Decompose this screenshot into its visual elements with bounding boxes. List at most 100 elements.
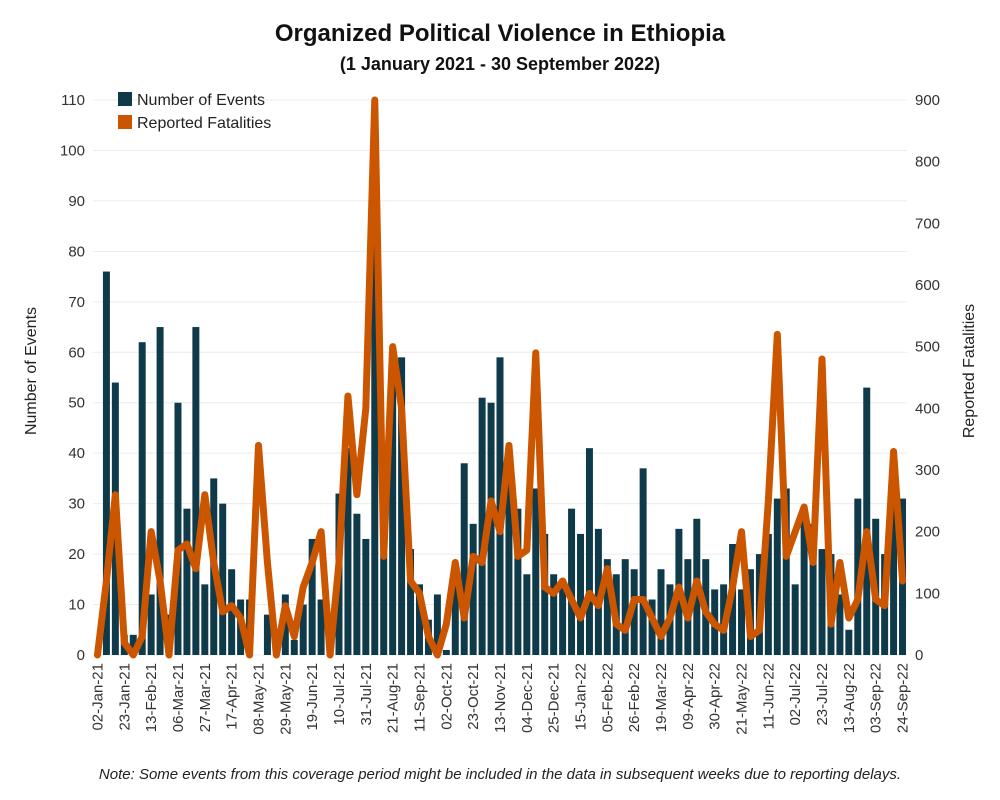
right-axis-ticks: 0 100 200 300 400 500 600 700 800 900 (915, 92, 940, 664)
x-tick-label: 24-Sep-22 (895, 663, 912, 733)
x-tick-label: 25-Dec-21 (546, 663, 563, 733)
left-tick-label: 80 (68, 243, 85, 260)
x-tick-label: 10-Jul-21 (331, 663, 348, 726)
events-bar (460, 463, 468, 655)
events-bar (630, 569, 638, 655)
x-tick-label: 02-Jan-21 (89, 663, 106, 731)
events-bar (183, 508, 191, 655)
left-axis-ticks: 0 10 20 30 40 50 60 70 80 90 100 110 (60, 92, 85, 664)
x-tick-label: 13-Aug-22 (841, 663, 858, 733)
events-bar (836, 594, 844, 655)
events-bar (380, 554, 388, 655)
events-bar (863, 387, 871, 655)
events-bar (738, 589, 746, 655)
x-tick-label: 05-Feb-22 (599, 663, 616, 732)
events-bar (541, 533, 549, 655)
events-bar (648, 599, 656, 655)
events-bar (791, 584, 799, 655)
events-bar (433, 594, 441, 655)
right-tick-label: 200 (915, 524, 940, 541)
x-tick-label: 06-Mar-21 (170, 663, 187, 732)
right-tick-label: 900 (915, 92, 940, 109)
left-tick-label: 20 (68, 546, 85, 563)
legend-label-fatalities: Reported Fatalities (137, 115, 271, 132)
events-bar (371, 170, 379, 655)
right-tick-label: 400 (915, 400, 940, 417)
x-tick-label: 23-Jan-21 (116, 663, 133, 731)
events-bar (290, 639, 298, 655)
events-bar (398, 357, 406, 655)
events-bar (621, 559, 629, 655)
x-tick-label: 19-Jun-21 (304, 663, 321, 731)
left-tick-label: 70 (68, 294, 85, 311)
events-bar (568, 508, 576, 655)
x-tick-label: 11-Jun-22 (760, 663, 777, 729)
events-bar (129, 634, 137, 655)
events-bar (299, 604, 307, 655)
x-tick-label: 02-Jul-22 (787, 663, 804, 726)
fatalities-line-layer (93, 96, 907, 659)
x-tick-label: 19-Mar-22 (653, 663, 670, 732)
legend-swatch-events (118, 92, 132, 106)
events-bar (585, 448, 593, 655)
x-tick-label: 11-Sep-21 (411, 663, 428, 732)
chart-subtitle: (1 January 2021 - 30 September 2022) (339, 54, 661, 74)
left-tick-label: 90 (68, 193, 85, 210)
right-tick-label: 300 (915, 462, 940, 479)
x-tick-label: 23-Jul-22 (814, 663, 831, 726)
x-tick-label: 21-Aug-21 (385, 663, 402, 733)
x-tick-label: 31-Jul-21 (358, 663, 375, 726)
x-tick-label: 13-Feb-21 (143, 663, 160, 732)
events-bar (407, 549, 415, 655)
x-tick-label: 08-May-21 (250, 663, 267, 735)
events-bar (451, 584, 459, 655)
events-bar (156, 327, 164, 655)
x-tick-label: 23-Oct-21 (465, 663, 482, 730)
events-bar (514, 508, 522, 655)
left-tick-label: 60 (68, 344, 85, 361)
events-bar (219, 503, 227, 655)
x-tick-label: 17-Apr-21 (224, 663, 241, 730)
events-bar (559, 579, 567, 655)
legend: Number of Events Reported Fatalities (118, 92, 271, 132)
events-bar (138, 342, 146, 655)
events-bar (550, 574, 558, 655)
right-tick-label: 100 (915, 585, 940, 602)
events-bar (523, 574, 531, 655)
events-bar (764, 533, 772, 655)
events-bar (532, 488, 540, 655)
right-tick-label: 600 (915, 277, 940, 294)
right-axis-title: Reported Fatalities (961, 304, 978, 438)
x-tick-label: 04-Dec-21 (519, 663, 536, 733)
events-bar (344, 448, 352, 655)
events-bar (263, 614, 271, 655)
x-tick-label: 02-Oct-21 (438, 663, 455, 730)
x-tick-label: 13-Nov-21 (492, 663, 509, 733)
events-bar (577, 533, 584, 655)
events-bar (362, 538, 370, 655)
left-tick-label: 30 (68, 496, 85, 513)
events-bar (773, 498, 781, 655)
events-bar (639, 468, 647, 655)
events-bar (487, 402, 495, 655)
events-bar (809, 523, 817, 655)
events-bar (174, 402, 182, 655)
right-tick-label: 0 (915, 647, 923, 664)
left-tick-label: 0 (77, 647, 85, 664)
events-bar (782, 488, 790, 655)
x-tick-label: 29-May-21 (277, 663, 294, 735)
events-bar (389, 362, 397, 655)
left-tick-label: 50 (68, 395, 85, 412)
legend-label-events: Number of Events (137, 92, 265, 109)
events-bar (308, 538, 316, 655)
events-bar (818, 549, 826, 655)
left-tick-label: 110 (61, 92, 85, 109)
events-bar (201, 584, 209, 655)
right-tick-label: 800 (915, 154, 940, 171)
events-bar (102, 271, 110, 655)
events-bar (478, 397, 486, 655)
events-bar (505, 473, 513, 655)
events-bar (845, 629, 853, 655)
left-tick-label: 100 (60, 142, 85, 159)
